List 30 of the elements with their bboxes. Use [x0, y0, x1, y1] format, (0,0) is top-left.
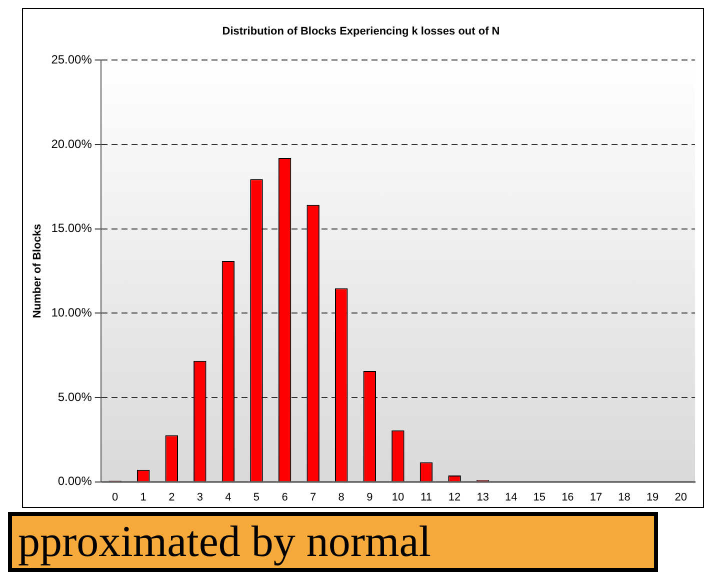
y-tick-label: 20.00% [51, 136, 92, 151]
x-tick-label: 3 [196, 491, 203, 504]
x-tick-label: 14 [504, 491, 518, 504]
x-tick-label: 11 [420, 491, 432, 504]
y-axis-title: Number of Blocks [32, 224, 44, 318]
x-tick-label: 15 [533, 491, 546, 504]
y-tick-label: 15.00% [51, 221, 92, 236]
x-tick-label: 13 [476, 491, 489, 504]
y-tick-label: 25.00% [51, 52, 92, 67]
x-tick-label: 1 [140, 491, 146, 504]
x-tick-label: 0 [112, 491, 118, 504]
x-tick-label: 8 [338, 491, 344, 504]
y-tick-label: 5.00% [58, 390, 92, 404]
x-tick-label: 12 [448, 491, 461, 504]
x-tick-label: 5 [253, 491, 260, 504]
text: pproximated by normal [8, 512, 658, 572]
x-tick-label: 4 [225, 491, 232, 504]
x-tick-label: 18 [618, 491, 630, 504]
y-tick-label: 0.00% [58, 474, 92, 488]
x-tick-label: 2 [168, 491, 175, 504]
chart-title: Distribution of Blocks Experiencing k losses out of N [222, 26, 500, 38]
x-tick-label: 7 [310, 491, 316, 504]
x-tick-label: 17 [590, 491, 602, 504]
x-tick-label: 6 [282, 491, 288, 504]
x-tick-label: 19 [646, 491, 659, 504]
y-tick-label: 10.00% [51, 305, 92, 320]
x-tick-label: 20 [674, 491, 687, 504]
x-tick-label: 9 [366, 491, 373, 504]
x-tick-label: 10 [392, 491, 404, 504]
x-tick-label: 16 [562, 491, 574, 504]
